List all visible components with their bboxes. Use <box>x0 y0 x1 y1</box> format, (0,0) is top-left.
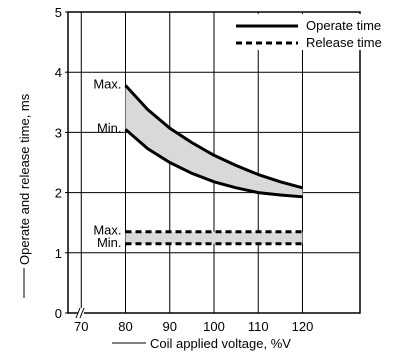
x-tick-label-80: 80 <box>118 319 132 334</box>
legend: Operate time Release time <box>229 14 401 50</box>
y-axis-label: Operate and release time, ms <box>17 93 32 265</box>
ticks: 0123457080901001101200 <box>55 5 314 334</box>
y-tick-label-1: 1 <box>55 246 62 261</box>
release-upper-label: Max. <box>93 223 121 238</box>
curve-labels: Max.Min.Max.Min. <box>93 76 121 249</box>
x-tick-label-70: 70 <box>74 319 88 334</box>
band-operate <box>125 85 303 197</box>
x-axis-label: Coil applied voltage, %V <box>150 336 291 351</box>
y-tick-label-5: 5 <box>55 5 62 20</box>
y-tick-label-2: 2 <box>55 186 62 201</box>
release-lower-label: Min. <box>97 235 122 250</box>
x-tick-label-120: 120 <box>292 319 314 334</box>
operate-upper-line <box>124 84 303 190</box>
y-tick-label-4: 4 <box>55 65 62 80</box>
legend-label-operate: Operate time <box>306 18 381 33</box>
axis-break-mark <box>79 307 85 319</box>
operate-upper-label: Max. <box>93 76 121 91</box>
bands <box>125 85 303 244</box>
series-lines <box>124 84 303 246</box>
x-tick-label-100: 100 <box>203 319 225 334</box>
x-tick-label-110: 110 <box>248 319 269 334</box>
y-tick-label-0: 0 <box>55 306 62 321</box>
operate-lower-label: Min. <box>97 120 122 135</box>
axis-break-mark <box>75 307 81 319</box>
plot-frame <box>67 11 361 314</box>
legend-label-release: Release time <box>306 35 382 50</box>
x-tick-label-90: 90 <box>163 319 177 334</box>
y-tick-label-3: 3 <box>55 125 62 140</box>
axis-break-gap <box>78 308 84 318</box>
band-release <box>125 231 303 244</box>
operate-lower-line <box>124 128 303 199</box>
axes <box>67 11 361 319</box>
